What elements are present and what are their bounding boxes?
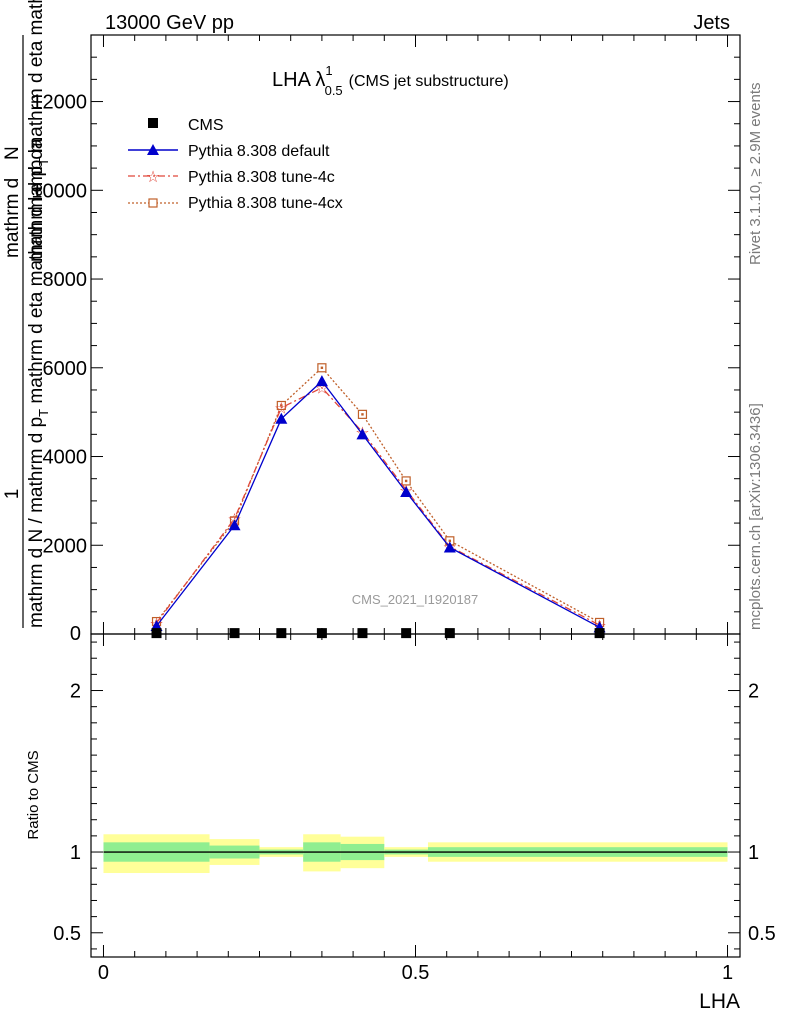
ratio-xtick-label: 0 [98, 962, 109, 984]
ratio-plot-frame [90, 633, 741, 958]
header-right: Jets [693, 12, 730, 34]
main-ytick-label: 4000 [43, 447, 88, 469]
ratio-xtick-label: 0.5 [402, 962, 430, 984]
point-center-tune4cx [361, 413, 364, 416]
point-cms [151, 628, 162, 639]
ylabel-denominator-rest: mathrm d eta mathrm d lambda [26, 138, 47, 409]
series-line-tune4c [156, 386, 600, 626]
rivet-label: Rivet 3.1.10, ≥ 2.9M events [747, 83, 764, 266]
legend-marker-cms [148, 118, 158, 128]
point-default [356, 428, 369, 440]
point-center-tune4cx [404, 479, 408, 483]
point-cms [594, 628, 605, 639]
series-line-default [156, 380, 600, 628]
legend-entry-cms: CMS [188, 117, 224, 134]
ylabel-overlap-den: mathrm d pT mathrm d eta mathrm d lambda [26, 0, 51, 262]
point-default [275, 412, 288, 424]
legend-marker-tune4cx [148, 198, 158, 208]
ylabel-overlap-den-main: mathrm d p [26, 166, 47, 262]
ratio-ylabel: Ratio to CMS [25, 750, 42, 839]
mcplots-label: mcplots.cern.ch [arXiv:1306.3436] [747, 403, 764, 630]
ratio-ytick-label-left: 0.5 [53, 923, 81, 945]
plot-title-sup: 1 [325, 63, 332, 78]
header-left: 13000 GeV pp [105, 12, 234, 34]
main-ytick-label: 2000 [43, 535, 88, 557]
point-default [228, 519, 241, 531]
point-cms [229, 628, 240, 639]
point-default [315, 375, 328, 387]
ratio-ytick-label-right: 0.5 [748, 923, 776, 945]
legend-entry-default: Pythia 8.308 default [188, 143, 330, 160]
plot-title-suffix: (CMS jet substructure) [349, 73, 509, 90]
legend: CMS Pythia 8.308 default ☆ Pythia 8.308 … [128, 117, 343, 212]
legend-entry-tune4c: Pythia 8.308 tune-4c [188, 169, 335, 186]
main-plot: 2000 4000 6000 8000 10000 12000 0 ☆☆☆☆☆☆☆☆ LHA… [2, 0, 741, 645]
ratio-xlabel: LHA [699, 990, 740, 1013]
point-center-tune4cx [320, 366, 324, 369]
ylabel-one: 1 [2, 489, 23, 500]
point-center-tune4cx [448, 539, 452, 543]
point-cms [401, 628, 412, 639]
point-cms [444, 628, 455, 639]
point-default [400, 486, 413, 498]
main-ytick-label: 12000 [31, 92, 87, 114]
point-cms [357, 628, 368, 639]
legend-entry-tune4cx: Pythia 8.308 tune-4cx [188, 195, 343, 212]
point-cms [276, 628, 287, 639]
main-series-layer: ☆☆☆☆☆☆☆☆ [149, 363, 607, 639]
point-tune4c: ☆ [274, 401, 288, 418]
ratio-ytick-label-left: 2 [70, 681, 81, 703]
legend-marker-default [147, 144, 159, 155]
ratio-bands-layer [103, 834, 728, 874]
main-ytick-label: 10000 [31, 180, 87, 202]
legend-marker-tune4c: ☆ [146, 169, 160, 186]
plot-title-sub: 0.5 [325, 83, 343, 98]
point-center-tune4cx [280, 404, 283, 407]
ratio-plot: 0.5 0.5 1 1 2 2 0 0.5 1 Ratio to CMS LHA [25, 633, 776, 1013]
ratio-ytick-label-right: 2 [748, 681, 759, 703]
analysis-watermark: CMS_2021_I1920187 [352, 592, 479, 607]
ylabel-denominator-sub: T [36, 409, 51, 417]
point-cms [316, 628, 327, 639]
ylabel-denominator: mathrm d N / mathrm d pT mathrm d eta ma… [26, 138, 51, 628]
main-axis-ticks: 2000 4000 6000 8000 10000 12000 0 [31, 34, 740, 645]
main-ytick-label: 8000 [43, 269, 88, 291]
ratio-ytick-label-right: 1 [748, 842, 759, 864]
ylabel-overlap-den-rest: mathrm d eta mathrm d lambda [26, 0, 47, 158]
series-line-tune4cx [156, 366, 600, 624]
ylabel-overlap-num: mathrm d [2, 178, 23, 258]
ratio-xtick-label: 1 [722, 962, 733, 984]
main-ytick-label-zero: 0 [70, 623, 81, 645]
point-default [443, 541, 456, 553]
ratio-ytick-label-left: 1 [70, 842, 81, 864]
main-ytick-label: 6000 [43, 358, 88, 380]
ylabel-overlap-den-sub: T [36, 158, 51, 166]
ratio-axis-ticks: 0.5 0.5 1 1 2 2 0 0.5 1 [53, 634, 776, 984]
plot-title-main: LHA λ [272, 69, 325, 91]
plot-title: LHA λ1 0.5 (CMS jet substructure) [272, 63, 509, 98]
ylabel-overlap-N: N [2, 146, 23, 160]
ylabel-denominator-main: mathrm d N / mathrm d p [26, 417, 47, 628]
